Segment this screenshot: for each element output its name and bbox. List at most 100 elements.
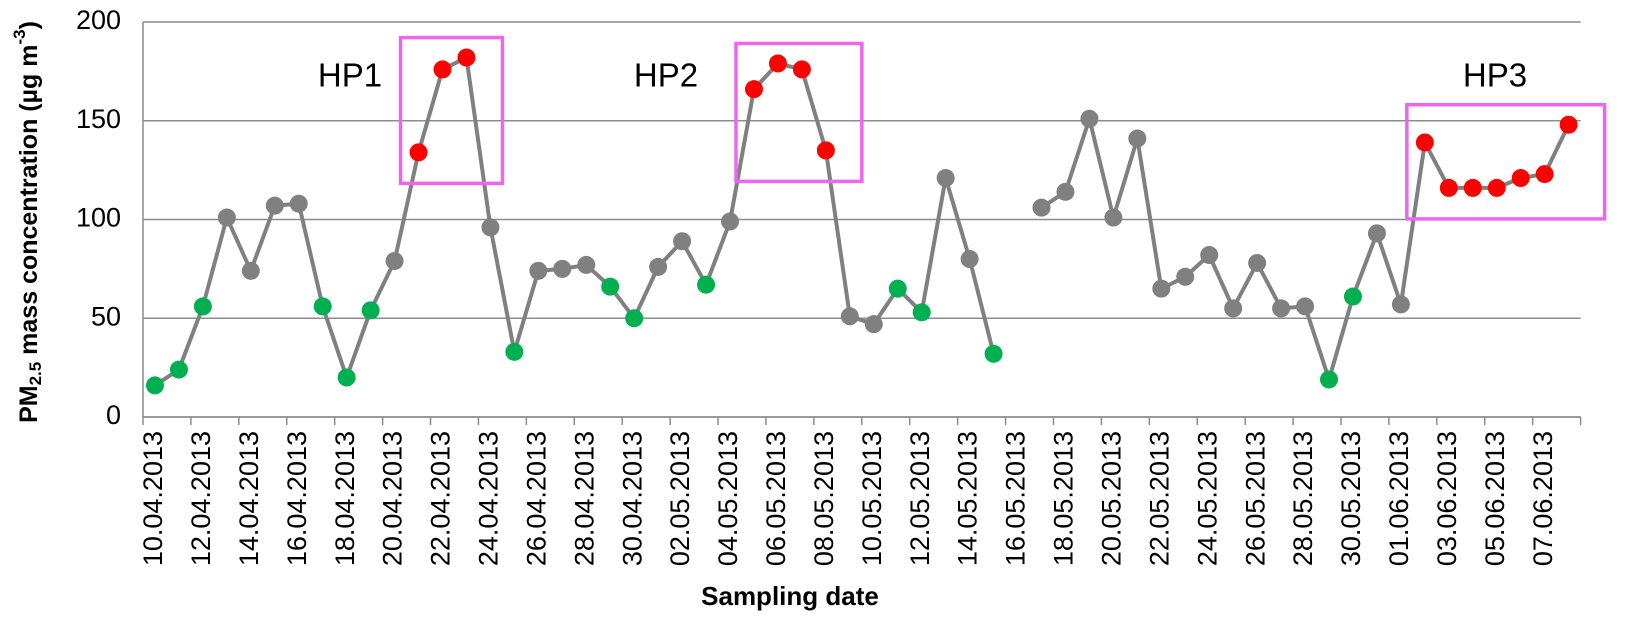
x-tick-label: 06.05.2013 [761,431,791,566]
y-title-end: ) [15,21,43,29]
x-tick-label: 03.06.2013 [1432,431,1462,566]
y-tick-label: 150 [76,104,121,134]
y-tick-label: 50 [91,301,121,331]
data-point [1080,109,1099,128]
data-point [1104,208,1123,227]
data-point [721,212,740,231]
data-point [1296,297,1315,316]
x-tick-label: 22.05.2013 [1144,431,1174,566]
data-point [1320,370,1339,389]
data-point [577,255,596,274]
data-point [649,257,668,276]
y-axis-title: PM2.5 mass concentration (µg m-3) [10,21,45,423]
data-point [673,232,692,251]
data-point [145,376,164,395]
data-point [744,80,763,99]
data-point [1487,178,1506,197]
data-point [1032,198,1051,217]
data-point [217,208,236,227]
data-point [1343,287,1362,306]
data-point [505,342,524,361]
x-tick-label: 20.04.2013 [378,431,408,566]
data-point [313,297,332,316]
x-tick-label: 08.05.2013 [809,431,839,566]
data-point [481,218,500,237]
data-point [912,303,931,322]
data-point [1367,224,1386,243]
x-tick-label: 26.05.2013 [1240,431,1270,566]
data-point [601,277,620,296]
data-point [433,60,452,79]
annotation: HP1 [318,57,382,94]
x-tick-label: 18.05.2013 [1049,431,1079,566]
y-tick-label: 100 [76,203,121,233]
data-point [529,261,548,280]
data-point [361,301,380,320]
data-point [241,261,260,280]
data-point [888,279,907,298]
data-point [1559,115,1578,134]
data-point [697,275,716,294]
x-tick-label: 16.04.2013 [282,431,312,566]
annotation: HP3 [1463,57,1527,94]
data-point [1272,299,1291,318]
y-title-sub: 2.5 [26,362,45,386]
data-point [936,169,955,188]
data-point [1200,246,1219,265]
data-point [457,48,476,67]
data-point [1152,279,1171,298]
x-tick-label: 12.04.2013 [186,431,216,566]
data-point [1463,178,1482,197]
highlight-box [1405,102,1607,221]
data-point [337,368,356,387]
data-point [1128,129,1147,148]
x-tick-label: 04.05.2013 [713,431,743,566]
x-tick-label: 20.05.2013 [1097,431,1127,566]
data-point [792,60,811,79]
annotation: HP2 [634,57,698,94]
x-tick-label: 30.05.2013 [1336,431,1366,566]
data-point [1176,267,1195,286]
y-title-sup: -3 [10,29,29,44]
x-tick-label: 01.06.2013 [1384,431,1414,566]
x-tick-label: 18.04.2013 [330,431,360,566]
x-tick-label: 05.06.2013 [1480,431,1510,566]
data-point [193,297,212,316]
y-tick-label: 200 [76,5,121,35]
x-tick-label: 16.05.2013 [1001,431,1031,566]
x-tick-label: 10.05.2013 [857,431,887,566]
x-tick-label: 14.04.2013 [234,431,264,566]
data-point [265,196,284,215]
y-tick-label: 0 [106,400,121,430]
x-tick-label: 24.04.2013 [474,431,504,566]
y-title-main: PM [15,385,43,423]
data-point [1391,295,1410,314]
x-axis-title: Sampling date [701,581,879,611]
data-point [960,250,979,268]
data-point [1056,182,1075,201]
data-point [625,309,644,328]
highlight-box [734,41,864,184]
x-tick-label: 28.05.2013 [1288,431,1318,566]
x-tick-label: 28.04.2013 [569,431,599,566]
data-point [553,259,572,278]
data-point [409,143,428,162]
data-point [984,344,1003,363]
data-point [840,307,859,326]
x-tick-label: 22.04.2013 [426,431,456,566]
data-point [1439,178,1458,197]
data-point [169,360,188,379]
x-tick-label: 12.05.2013 [905,431,935,566]
data-point [864,315,883,334]
x-tick-label: 07.06.2013 [1528,431,1558,566]
data-point [1248,253,1267,272]
data-point [768,54,787,73]
x-tick-label: 24.05.2013 [1192,431,1222,566]
y-title-rest: mass concentration (µg m [15,45,43,362]
x-tick-label: 02.05.2013 [665,431,695,566]
data-point [1224,299,1243,318]
data-point [1535,165,1554,184]
x-tick-label: 10.04.2013 [138,431,168,566]
